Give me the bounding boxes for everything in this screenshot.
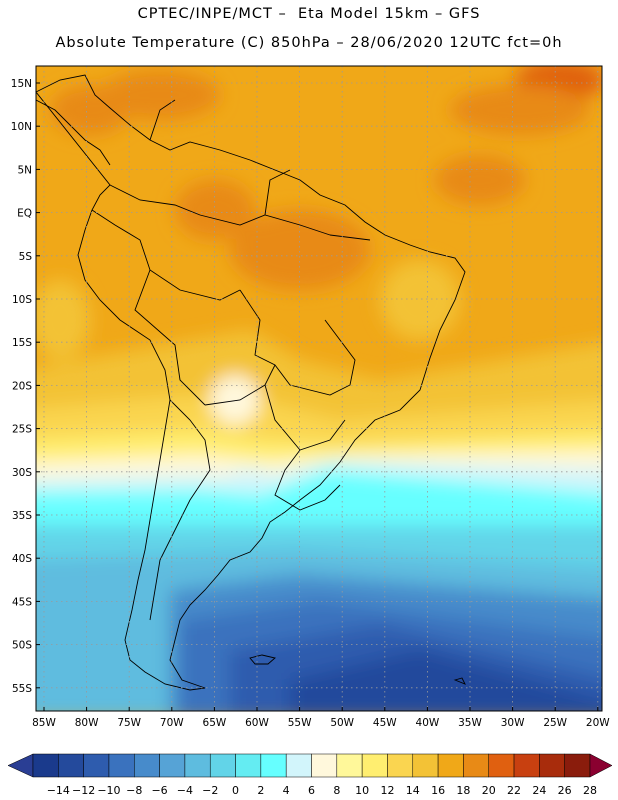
colorbar-under-arrow <box>7 753 34 778</box>
lat-label: 25S <box>12 424 32 436</box>
colorbar-swatch <box>463 753 489 778</box>
colorbar-label: 8 <box>333 784 340 797</box>
colorbar-label: −2 <box>202 784 218 797</box>
lat-label: 5N <box>17 164 32 176</box>
lat-label: 30S <box>12 467 32 479</box>
colorbar-swatch <box>564 753 591 778</box>
map-frame <box>35 65 603 712</box>
colorbar-label: 24 <box>532 784 546 797</box>
colorbar-swatch <box>513 753 540 778</box>
colorbar-label: 20 <box>482 784 496 797</box>
lat-label: 15N <box>11 78 32 90</box>
colorbar-label: −10 <box>97 784 120 797</box>
colorbar-label: −12 <box>72 784 95 797</box>
colorbar-swatch <box>412 753 439 778</box>
lon-label: 30W <box>501 717 525 729</box>
map-subtitle: Absolute Temperature (C) 850hPa – 28/06/… <box>55 35 563 51</box>
colorbar-swatch <box>488 753 515 778</box>
colorbar-label: 22 <box>507 784 521 797</box>
colorbar-over-arrow <box>589 753 613 778</box>
lat-label: 10S <box>12 294 32 306</box>
colorbar-swatch <box>108 753 135 778</box>
colorbar-swatch <box>159 753 186 778</box>
colorbar: −14 −12 −10 −8 −6 −4 −2 0 2 4 6 8 10 12 14 16 18 20 22 24 26… <box>7 753 613 797</box>
latitude-labels: 15N 10N 5N EQ 5S 10S 15S 20S 25S 30S 35S 40S 45S 50S 5… <box>11 78 40 695</box>
colorbar-label: 26 <box>558 784 572 797</box>
colorbar-swatch <box>235 753 262 778</box>
lat-label: 50S <box>12 640 32 652</box>
lat-label: 5S <box>19 251 33 263</box>
lon-label: 40W <box>416 717 440 729</box>
lon-label: 60W <box>245 717 269 729</box>
colorbar-label: −14 <box>47 784 70 797</box>
lat-label: EQ <box>17 208 32 220</box>
lat-label: 10N <box>11 121 32 133</box>
lon-label: 85W <box>32 717 56 729</box>
lat-label: 55S <box>12 683 32 695</box>
colorbar-swatch <box>83 753 110 778</box>
map-title: CPTEC/INPE/MCT – Eta Model 15km – GFS <box>137 6 481 22</box>
lon-label: 75W <box>117 717 141 729</box>
colorbar-label: 10 <box>355 784 369 797</box>
coastlines <box>35 74 466 691</box>
colorbar-swatch <box>336 753 363 778</box>
lon-label: 55W <box>288 717 312 729</box>
lat-label: 40S <box>12 553 32 565</box>
colorbar-swatch <box>539 753 565 778</box>
longitude-labels: 85W 80W 75W 70W 65W 60W 55W 50W 45W 40W 35W 30W 25W 2… <box>32 707 610 729</box>
lon-label: 70W <box>160 717 184 729</box>
colorbar-swatch <box>58 753 84 778</box>
lon-label: 65W <box>203 717 227 729</box>
colorbar-swatch <box>387 753 414 778</box>
colorbar-swatch <box>361 753 388 778</box>
colorbar-swatch <box>134 753 160 778</box>
colorbar-swatch <box>209 753 236 778</box>
colorbar-swatch <box>32 753 59 778</box>
lon-label: 45W <box>373 717 397 729</box>
colorbar-label: −6 <box>151 784 167 797</box>
colorbar-label: 18 <box>456 784 470 797</box>
colorbar-swatch <box>260 753 287 778</box>
lat-label: 45S <box>12 596 32 608</box>
colorbar-label: 4 <box>283 784 290 797</box>
colorbar-label: −4 <box>177 784 193 797</box>
colorbar-swatch <box>285 753 312 778</box>
lon-label: 35W <box>458 717 482 729</box>
colorbar-label: 14 <box>406 784 420 797</box>
colorbar-label: 6 <box>308 784 315 797</box>
colorbar-swatch <box>184 753 211 778</box>
colorbar-label: 16 <box>431 784 445 797</box>
temperature-field <box>36 66 602 711</box>
colorbar-label: 0 <box>232 784 239 797</box>
lat-label: 35S <box>12 510 32 522</box>
lon-label: 20W <box>586 717 610 729</box>
colorbar-label: 2 <box>257 784 264 797</box>
colorbar-swatch <box>311 753 338 778</box>
colorbar-label: 12 <box>380 784 394 797</box>
colorbar-label: 28 <box>583 784 597 797</box>
lat-label: 15S <box>12 337 32 349</box>
lon-label: 25W <box>543 717 567 729</box>
lon-label: 50W <box>330 717 354 729</box>
colorbar-label: −8 <box>126 784 142 797</box>
lon-label: 80W <box>75 717 99 729</box>
colorbar-swatch <box>437 753 464 778</box>
lat-label: 20S <box>12 380 32 392</box>
